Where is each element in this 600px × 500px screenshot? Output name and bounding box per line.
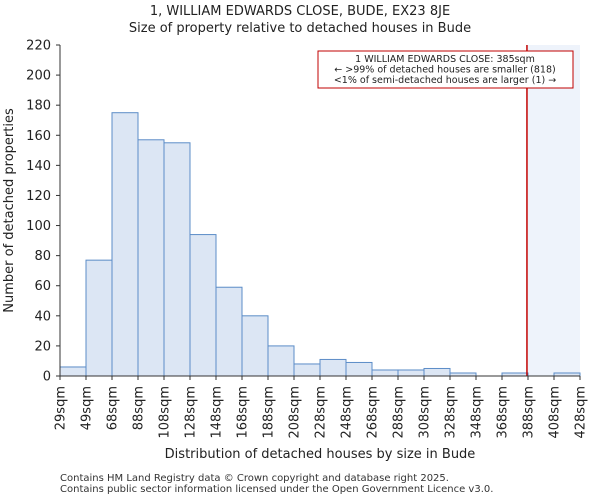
x-tick-label-428sqm: 428sqm [574, 386, 589, 439]
annotation-line-2: ← >99% of detached houses are smaller (8… [334, 65, 555, 76]
y-tick-label-160: 160 [26, 129, 51, 144]
x-tick-label-168sqm: 168sqm [236, 386, 251, 439]
footer: Contains HM Land Registry data © Crown c… [60, 473, 493, 495]
x-tick-label-108sqm: 108sqm [158, 386, 173, 439]
x-tick-label-88sqm: 88sqm [132, 386, 147, 430]
x-tick-label-128sqm: 128sqm [184, 386, 199, 439]
x-tick-label-188sqm: 188sqm [262, 386, 277, 439]
x-tick-label-228sqm: 228sqm [314, 386, 329, 439]
bar-108sqm [163, 142, 191, 377]
x-tick-label-388sqm: 388sqm [522, 386, 537, 439]
bar-148sqm [215, 286, 243, 377]
annotation-box [317, 50, 574, 89]
bar-49sqm [85, 259, 113, 377]
chart-subtitle: Size of property relative to detached ho… [128, 21, 472, 36]
annotation-line-1: 1 WILLIAM EDWARDS CLOSE: 385sqm [355, 54, 535, 65]
y-tick-label-120: 120 [26, 189, 51, 204]
x-tick-label-248sqm: 248sqm [340, 386, 355, 439]
x-tick-label-208sqm: 208sqm [288, 386, 303, 439]
y-tick-label-220: 220 [26, 39, 51, 54]
chart-title: 1, WILLIAM EDWARDS CLOSE, BUDE, EX23 8JE [149, 4, 451, 19]
y-tick-label-100: 100 [26, 219, 51, 234]
y-tick-label-20: 20 [34, 339, 51, 354]
x-tick-label-268sqm: 268sqm [366, 386, 381, 439]
bar-128sqm [189, 234, 217, 377]
bar-88sqm [137, 139, 165, 377]
x-tick-label-49sqm: 49sqm [80, 386, 95, 430]
x-tick-label-148sqm: 148sqm [210, 386, 225, 439]
bar-208sqm [293, 363, 321, 377]
bar-29sqm [59, 366, 87, 377]
y-tick-label-0: 0 [43, 370, 51, 385]
histogram-chart: 0 20 40 60 80 100 120 140 160 180 200 220 29sqm 49sqm… [2, 39, 589, 463]
x-tick-label-348sqm: 348sqm [470, 386, 485, 439]
x-tick-label-68sqm: 68sqm [106, 386, 121, 430]
bar-68sqm [111, 112, 139, 377]
x-tick-label-308sqm: 308sqm [418, 386, 433, 439]
annotation-line-3: <1% of semi-detached houses are larger (… [334, 75, 556, 86]
footer-line-1: Contains HM Land Registry data © Crown c… [60, 473, 449, 484]
x-tick-label-368sqm: 368sqm [496, 386, 511, 439]
x-axis-label: Distribution of detached houses by size … [165, 447, 476, 462]
highlight-region [528, 45, 580, 376]
bar-268sqm [371, 369, 399, 377]
y-tick-label-180: 180 [26, 99, 51, 114]
x-tick-label-288sqm: 288sqm [392, 386, 407, 439]
bar-248sqm [345, 361, 373, 377]
bar-288sqm [397, 369, 425, 377]
bar-228sqm [319, 358, 347, 377]
bar-188sqm [267, 345, 295, 377]
y-tick-label-40: 40 [34, 309, 51, 324]
y-tick-label-80: 80 [34, 249, 51, 264]
x-tick-label-328sqm: 328sqm [444, 386, 459, 439]
y-axis-label: Number of detached properties [2, 108, 17, 313]
x-tick-label-29sqm: 29sqm [54, 386, 69, 430]
bar-168sqm [241, 315, 269, 377]
footer-line-2: Contains public sector information licen… [60, 484, 494, 495]
bar-308sqm [423, 367, 451, 377]
x-tick-label-408sqm: 408sqm [548, 386, 563, 439]
y-tick-label-60: 60 [34, 279, 51, 294]
y-tick-label-200: 200 [26, 69, 51, 84]
y-tick-label-140: 140 [26, 159, 51, 174]
